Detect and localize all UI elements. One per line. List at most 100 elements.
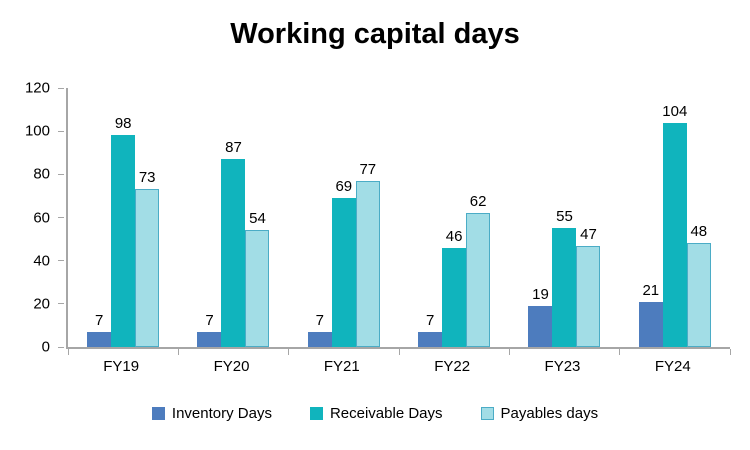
bar-wrap: 7: [197, 88, 222, 347]
data-label: 7: [205, 311, 214, 329]
x-tick-mark: [619, 349, 621, 355]
bar-payables-days: [245, 230, 270, 347]
data-label: 19: [532, 286, 549, 303]
bar-payables-days: [355, 180, 380, 347]
data-label: 69: [335, 178, 353, 196]
bar-group-fy24: 21 104 48: [620, 88, 730, 347]
bar-wrap: 104: [662, 88, 688, 347]
bar-payables-days: [686, 243, 711, 347]
x-tick-mark: [508, 349, 510, 355]
bar-receivable-days: [662, 122, 687, 347]
legend-swatch-icon: [151, 407, 165, 420]
bar-receivable-days: [552, 228, 577, 347]
x-label-fy20: FY20: [213, 358, 250, 375]
x-label-fy23: FY23: [544, 358, 581, 375]
bar-wrap: 46: [442, 88, 467, 347]
x-tick-mark: [729, 349, 731, 355]
data-label: 87: [225, 139, 242, 157]
x-label-fy19: FY19: [103, 358, 140, 375]
bar-inventory-days: [528, 306, 553, 347]
y-tick-label: 100: [24, 122, 50, 140]
bar-wrap: 21: [638, 88, 663, 347]
bar-wrap: 7: [87, 88, 112, 347]
x-label-fy22: FY22: [434, 358, 471, 375]
bar-wrap: 62: [466, 88, 491, 347]
legend-item-inventory-days: Inventory Days: [151, 405, 272, 422]
data-label: 98: [114, 115, 132, 133]
bar-wrap: 77: [355, 88, 380, 347]
y-tick-mark: [58, 217, 64, 218]
y-tick-mark: [58, 260, 64, 262]
y-tick-label: 120: [24, 79, 50, 97]
plot-area: 7 98 73 7 87 54 7 69 77 7 46 62 19 55 47 21 104 48: [66, 88, 731, 355]
bar-wrap: 7: [307, 88, 332, 347]
chart-title: Working capital days: [230, 18, 520, 50]
data-label: 7: [315, 311, 324, 329]
data-label: 47: [580, 225, 597, 243]
y-tick-mark: [58, 346, 64, 348]
bar-inventory-days: [197, 331, 222, 347]
bar-group-fy23: 19 55 47: [509, 88, 619, 347]
y-tick-mark: [58, 173, 64, 175]
data-label: 73: [138, 169, 156, 187]
bar-wrap: 54: [245, 88, 270, 347]
legend-label: Receivable Days: [329, 405, 443, 422]
legend: Inventory Days Receivable Days Payables da…: [0, 405, 750, 422]
data-label: 104: [662, 102, 688, 120]
bar-wrap: 48: [686, 88, 711, 347]
bar-receivable-days: [221, 159, 246, 347]
x-label-fy21: FY21: [323, 358, 360, 375]
bar-group-fy21: 7 69 77: [289, 88, 399, 347]
bar-inventory-days: [638, 301, 663, 347]
bar-group-fy19: 7 98 73: [68, 88, 178, 347]
bar-wrap: 47: [576, 88, 601, 347]
data-label: 54: [249, 210, 266, 228]
x-tick-mark: [177, 349, 179, 355]
bar-inventory-days: [418, 331, 443, 347]
data-label: 55: [556, 208, 573, 226]
bar-group-fy22: 7 46 62: [399, 88, 509, 347]
legend-swatch-icon: [309, 407, 323, 420]
data-label: 62: [469, 193, 487, 211]
x-label-fy24: FY24: [654, 358, 691, 375]
y-tick-label: 80: [33, 165, 50, 183]
bar-wrap: 7: [418, 88, 443, 347]
bar-wrap: 87: [221, 88, 246, 347]
data-label: 48: [690, 223, 708, 241]
y-tick-label: 0: [41, 338, 50, 356]
bar-receivable-days: [111, 135, 136, 347]
data-label: 46: [445, 227, 463, 245]
bar-payables-days: [466, 213, 491, 347]
x-tick-mark: [67, 349, 69, 355]
bar-wrap: 69: [331, 88, 356, 347]
bar-group-fy20: 7 87 54: [178, 88, 288, 347]
bar-wrap: 73: [135, 88, 160, 347]
legend-swatch-icon: [480, 407, 494, 420]
data-label: 7: [94, 311, 104, 329]
bar-inventory-days: [307, 331, 332, 347]
x-tick-mark: [288, 349, 290, 355]
y-tick-mark: [58, 130, 64, 132]
bar-receivable-days: [442, 247, 467, 347]
data-label: 77: [359, 160, 377, 178]
y-axis: 0 20 40 60 80 100 120: [0, 81, 66, 355]
data-label: 7: [425, 311, 435, 329]
y-tick-label: 20: [33, 295, 50, 313]
bar-wrap: 55: [552, 88, 577, 347]
legend-label: Inventory Days: [171, 405, 272, 422]
data-label: 21: [642, 281, 660, 299]
bar-inventory-days: [87, 331, 112, 347]
bar-wrap: 19: [528, 88, 553, 347]
bar-payables-days: [576, 245, 601, 347]
bar-payables-days: [135, 189, 160, 347]
y-tick-label: 60: [33, 209, 50, 226]
legend-item-payables-days: Payables days: [480, 405, 599, 422]
x-tick-mark: [398, 349, 400, 355]
y-tick-mark: [58, 87, 64, 89]
legend-label: Payables days: [500, 405, 599, 422]
x-axis-labels: FY19 FY20 FY21 FY22 FY23 FY24: [66, 358, 728, 375]
y-tick-mark: [58, 303, 64, 305]
bar-wrap: 98: [111, 88, 136, 347]
legend-item-receivable-days: Receivable Days: [309, 405, 443, 422]
